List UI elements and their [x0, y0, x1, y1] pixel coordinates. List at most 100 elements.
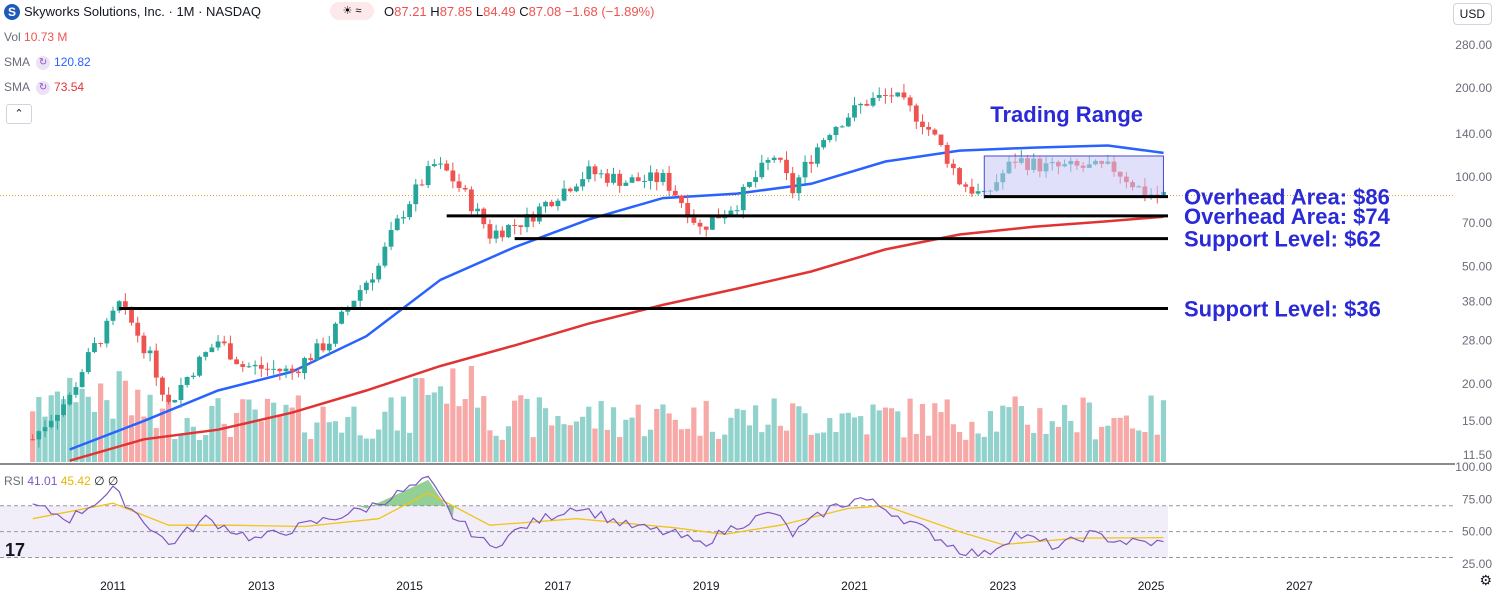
volume-bar [277, 415, 283, 462]
candle-body [61, 404, 66, 416]
candle-body [598, 173, 604, 175]
candle-body [73, 387, 79, 395]
candle-body [524, 214, 530, 228]
candle-body [48, 420, 54, 428]
volume-bar [67, 377, 73, 462]
volume-bar [345, 417, 351, 462]
volume-bar [759, 432, 765, 462]
volume-bar [1055, 426, 1062, 462]
volume-bar [1031, 432, 1037, 462]
volume-bar [851, 417, 858, 462]
volume-bar [660, 404, 666, 462]
candle-body [234, 359, 239, 365]
candle-body [685, 203, 691, 218]
candle-body [876, 94, 882, 98]
volume-bar [586, 406, 592, 462]
candle-body [907, 97, 913, 106]
trading-range-box [983, 155, 1164, 198]
volume-bar [734, 408, 740, 462]
candle-body [85, 352, 91, 373]
candle-body [209, 347, 215, 353]
volume-bar [1061, 404, 1068, 462]
candle-body [425, 166, 431, 186]
volume-bar [913, 433, 919, 462]
settings-icon[interactable]: ⚙ [1479, 572, 1492, 588]
volume-bar [332, 421, 339, 462]
candle-body [320, 343, 326, 351]
volume-bar [715, 438, 722, 462]
volume-bar [709, 431, 715, 462]
collapse-indicators-button[interactable]: ⌃ [6, 104, 32, 124]
volume-bar [858, 416, 864, 462]
volume-bar [258, 421, 264, 462]
level-label: Overhead Area: $74 [1184, 204, 1391, 229]
sma-slow-indicator[interactable]: SMA ↻ 73.54 [4, 80, 84, 95]
volume-bar [85, 396, 91, 462]
volume-bar [821, 432, 827, 462]
volume-bar [116, 371, 122, 462]
volume-bar [388, 397, 394, 462]
chevron-up-icon: ⌃ [14, 108, 24, 120]
price-tick-label: 15.00 [1462, 414, 1492, 428]
volume-bar [339, 432, 345, 462]
rsi-value: 41.01 [27, 474, 58, 488]
currency-button[interactable]: USD [1452, 3, 1492, 25]
candle-body [580, 179, 586, 187]
rsi-ma-value: 45.42 [60, 474, 91, 488]
candle-body [759, 162, 765, 178]
volume-bar [36, 397, 42, 462]
candle-body [926, 126, 932, 130]
volume-bar [753, 405, 759, 462]
volume-bar [314, 422, 320, 462]
candle-body [790, 173, 796, 194]
volume-bar [221, 423, 227, 462]
symbol-title[interactable]: Skyworks Solutions, Inc. · 1M · NASDAQ [24, 4, 261, 19]
volume-bar [740, 410, 746, 462]
candle-body [950, 163, 956, 169]
candle-body [802, 161, 808, 178]
volume-bar [505, 426, 512, 462]
candle-body [252, 364, 258, 367]
volume-bar [91, 411, 98, 462]
volume-bar [1049, 421, 1055, 462]
volume-bar [153, 428, 159, 462]
volume-bar [1142, 432, 1148, 462]
volume-bar [326, 422, 332, 462]
volume-bar [864, 434, 870, 462]
volume-bar [493, 435, 499, 462]
volume-bar [369, 438, 376, 462]
candle-body [839, 126, 845, 128]
close-value: 87.08 [528, 4, 562, 19]
candle-body [716, 217, 721, 219]
volume-indicator[interactable]: Vol 10.73 M [4, 30, 67, 44]
rsi-indicator[interactable]: RSI 41.01 45.42 ∅ ∅ [4, 474, 118, 488]
volume-bar [104, 400, 110, 462]
time-tick-label: 2013 [248, 579, 275, 593]
market-status-icon[interactable]: ☀ ≈ [330, 2, 374, 20]
volume-bar [870, 404, 876, 462]
volume-bar [252, 409, 258, 462]
tradingview-logo-icon[interactable]: 17 [5, 540, 26, 560]
volume-bar [1136, 430, 1142, 462]
volume-bar [190, 426, 196, 462]
sma-fast-indicator[interactable]: SMA ↻ 120.82 [4, 55, 91, 70]
volume-bar [1074, 432, 1080, 462]
volume-bar [462, 399, 468, 462]
change-value: −1.68 (−1.89%) [564, 4, 655, 19]
candle-body [654, 172, 660, 183]
candle-body [777, 157, 783, 160]
volume-bar [437, 386, 444, 462]
volume-bar [122, 380, 128, 462]
volume-bar [802, 413, 808, 462]
price-tick-label: 280.00 [1455, 38, 1492, 52]
volume-bar [474, 407, 481, 462]
volume-bar [1006, 407, 1012, 462]
close-label: C [519, 4, 529, 19]
candle-body [258, 364, 264, 369]
candle-body [308, 358, 314, 360]
volume-bar [790, 403, 796, 462]
candle-body [709, 217, 715, 230]
volume-bar [1160, 400, 1167, 462]
